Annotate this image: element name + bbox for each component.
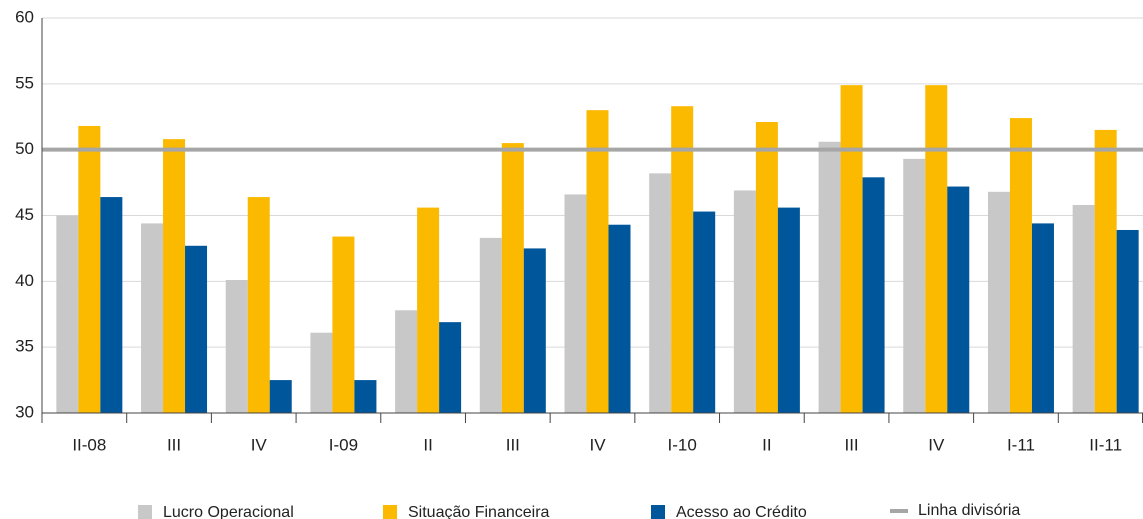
bar	[247, 197, 270, 413]
bar	[78, 125, 101, 413]
bar	[1116, 229, 1139, 413]
x-tick-label: II	[423, 435, 432, 454]
bar	[987, 191, 1010, 413]
bar	[100, 197, 123, 413]
bar	[332, 236, 355, 413]
bar	[1009, 118, 1032, 414]
bar	[733, 190, 756, 413]
bar	[777, 207, 800, 413]
bar	[479, 237, 502, 413]
bar	[1094, 129, 1117, 413]
x-tick-label: III	[506, 435, 520, 454]
bar	[903, 158, 926, 413]
x-tick-label: I-11	[1007, 435, 1035, 454]
legend-label: Linha divisória	[918, 502, 1020, 519]
bar	[564, 194, 587, 413]
legend-label: Acesso ao Crédito	[676, 504, 807, 519]
bar	[163, 139, 186, 413]
bar	[354, 380, 377, 413]
bar	[925, 85, 948, 414]
bar	[840, 85, 863, 414]
x-tick-label: IV	[251, 435, 268, 454]
x-tick-label: III	[167, 435, 181, 454]
legend-swatch	[383, 505, 397, 519]
bar	[1031, 223, 1054, 413]
bar	[649, 173, 672, 413]
bar	[56, 215, 79, 413]
bar	[671, 106, 694, 413]
x-tick-label: I-09	[329, 435, 358, 454]
y-tick-label: 45	[15, 205, 34, 224]
legend-label: Situação Financeira	[408, 504, 550, 519]
legend-swatch	[651, 505, 665, 519]
legend-swatch	[138, 505, 152, 519]
bar	[947, 186, 970, 413]
bar	[693, 211, 716, 413]
bar	[417, 207, 440, 413]
y-tick-label: 50	[15, 139, 34, 158]
bar	[269, 380, 292, 413]
bar	[395, 310, 418, 413]
bar	[755, 122, 778, 414]
bar	[586, 110, 609, 414]
bar	[185, 245, 208, 413]
x-tick-label: II-11	[1089, 435, 1122, 454]
bar	[225, 280, 248, 413]
bar	[523, 248, 546, 413]
y-tick-label: 60	[15, 7, 34, 26]
bar	[608, 224, 631, 413]
x-tick-label: I-10	[668, 435, 697, 454]
x-tick-label: II-08	[72, 435, 106, 454]
bar	[818, 141, 841, 413]
x-tick-label: II	[762, 435, 771, 454]
x-tick-label: IV	[589, 435, 606, 454]
legend-label: Lucro Operacional	[163, 504, 294, 519]
bar	[501, 143, 524, 414]
y-tick-label: 40	[15, 271, 34, 290]
bar	[141, 223, 164, 413]
bar	[1072, 204, 1095, 413]
bar	[439, 322, 462, 413]
y-tick-label: 35	[15, 337, 34, 356]
y-tick-label: 30	[15, 402, 34, 421]
x-tick-label: IV	[928, 435, 945, 454]
bar	[862, 177, 885, 413]
bar	[310, 332, 333, 413]
y-tick-label: 55	[15, 73, 34, 92]
x-tick-label: III	[844, 435, 858, 454]
